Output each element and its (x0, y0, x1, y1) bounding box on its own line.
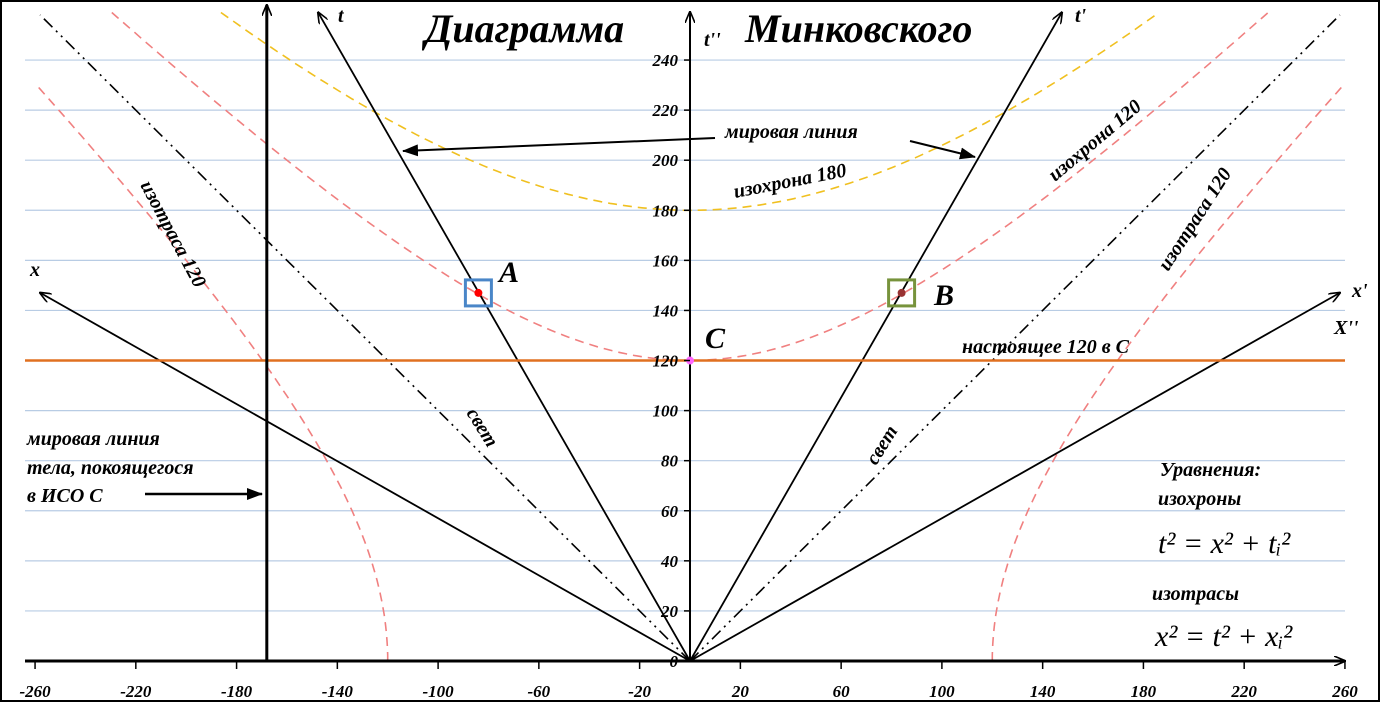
point-C-label: C (705, 322, 726, 355)
x-prime-axis-label: x' (1351, 280, 1368, 302)
y-tick-label: 220 (652, 101, 679, 120)
x-prime-axis (689, 293, 1340, 662)
y-tick-label: 120 (653, 352, 679, 371)
isochrone-180-label: изохрона 180 (732, 159, 848, 202)
y-tick-label: 160 (653, 251, 679, 270)
world-line-label: мировая линия (724, 121, 858, 143)
x-double-axis-label: X'' (1333, 317, 1359, 339)
x-tick-label: 60 (833, 682, 851, 701)
x-tick-label: 260 (1331, 682, 1358, 701)
x-tick-label: 180 (1131, 682, 1157, 701)
title-left: Диаграмма (421, 6, 624, 51)
x-tick-label: 20 (731, 682, 750, 701)
x-tick-label: 140 (1030, 682, 1056, 701)
light-line (39, 14, 691, 662)
x-tick-label: -180 (221, 682, 253, 701)
y-tick-label: 240 (652, 51, 679, 70)
isotrass-equation: x² = t² + xᵢ² (1154, 620, 1293, 653)
x-tick-label: -260 (19, 682, 51, 701)
point-A-box (463, 278, 493, 308)
point-B (897, 288, 906, 297)
t-prime-axis (689, 12, 1062, 662)
y-tick-label: 180 (653, 201, 679, 220)
point-B-box (887, 278, 917, 308)
isotrasses-heading: изотрасы (1152, 583, 1239, 605)
x-axis-label: x (29, 259, 40, 281)
isotrass-right-label: изотраса 120 (1154, 164, 1236, 275)
y-tick-label: 20 (660, 602, 679, 621)
point-A-label: A (497, 256, 519, 289)
title-right: Минковского (744, 6, 972, 51)
y-tick-label: 100 (653, 402, 679, 421)
y-tick-label: 40 (660, 552, 679, 571)
isotrass-left-label: изотраса 120 (136, 177, 211, 291)
y-tick-label: 200 (652, 151, 679, 170)
x-tick-label: -100 (423, 682, 455, 701)
isochrones-heading: изохроны (1158, 488, 1241, 510)
x-tick-label: -220 (120, 682, 152, 701)
x-tick-label: -140 (322, 682, 354, 701)
world-line-arrow-right (909, 140, 976, 160)
x-frame-axis (40, 293, 691, 662)
equations-heading: Уравнения: (1160, 459, 1261, 481)
point-A (474, 288, 483, 297)
t-axis-label: t (338, 5, 345, 27)
present-label: настоящее 120 в С (962, 336, 1130, 358)
t-double-axis-label: t'' (704, 29, 721, 51)
isochrone-equation: t² = x² + tᵢ² (1158, 527, 1291, 560)
point-B-label: B (933, 279, 954, 312)
t-axis (318, 12, 691, 662)
y-tick-label: 80 (661, 452, 679, 471)
t-prime-axis-label: t' (1075, 5, 1087, 27)
y-tick-label: 140 (653, 301, 679, 320)
isotrass-120 (34, 82, 389, 661)
y-tick-label: 0 (670, 652, 679, 671)
isochrone-120-label: изохрона 120 (1044, 95, 1146, 185)
x-tick-label: 100 (929, 682, 955, 701)
y-tick-label: 60 (661, 502, 679, 521)
rest-line-label-3: в ИСО С (27, 485, 103, 507)
rest-line-label-2: тела, покоящегося (27, 457, 194, 479)
x-tick-label: -60 (528, 682, 551, 701)
isotrass-120 (991, 82, 1346, 661)
world-line-arrow-left (402, 137, 716, 157)
rest-line-label-1: мировая линия (26, 428, 160, 450)
light-line (689, 14, 1341, 662)
x-tick-label: 220 (1230, 682, 1257, 701)
x-tick-label: -20 (628, 682, 651, 701)
light-right-label: свет (862, 422, 903, 469)
